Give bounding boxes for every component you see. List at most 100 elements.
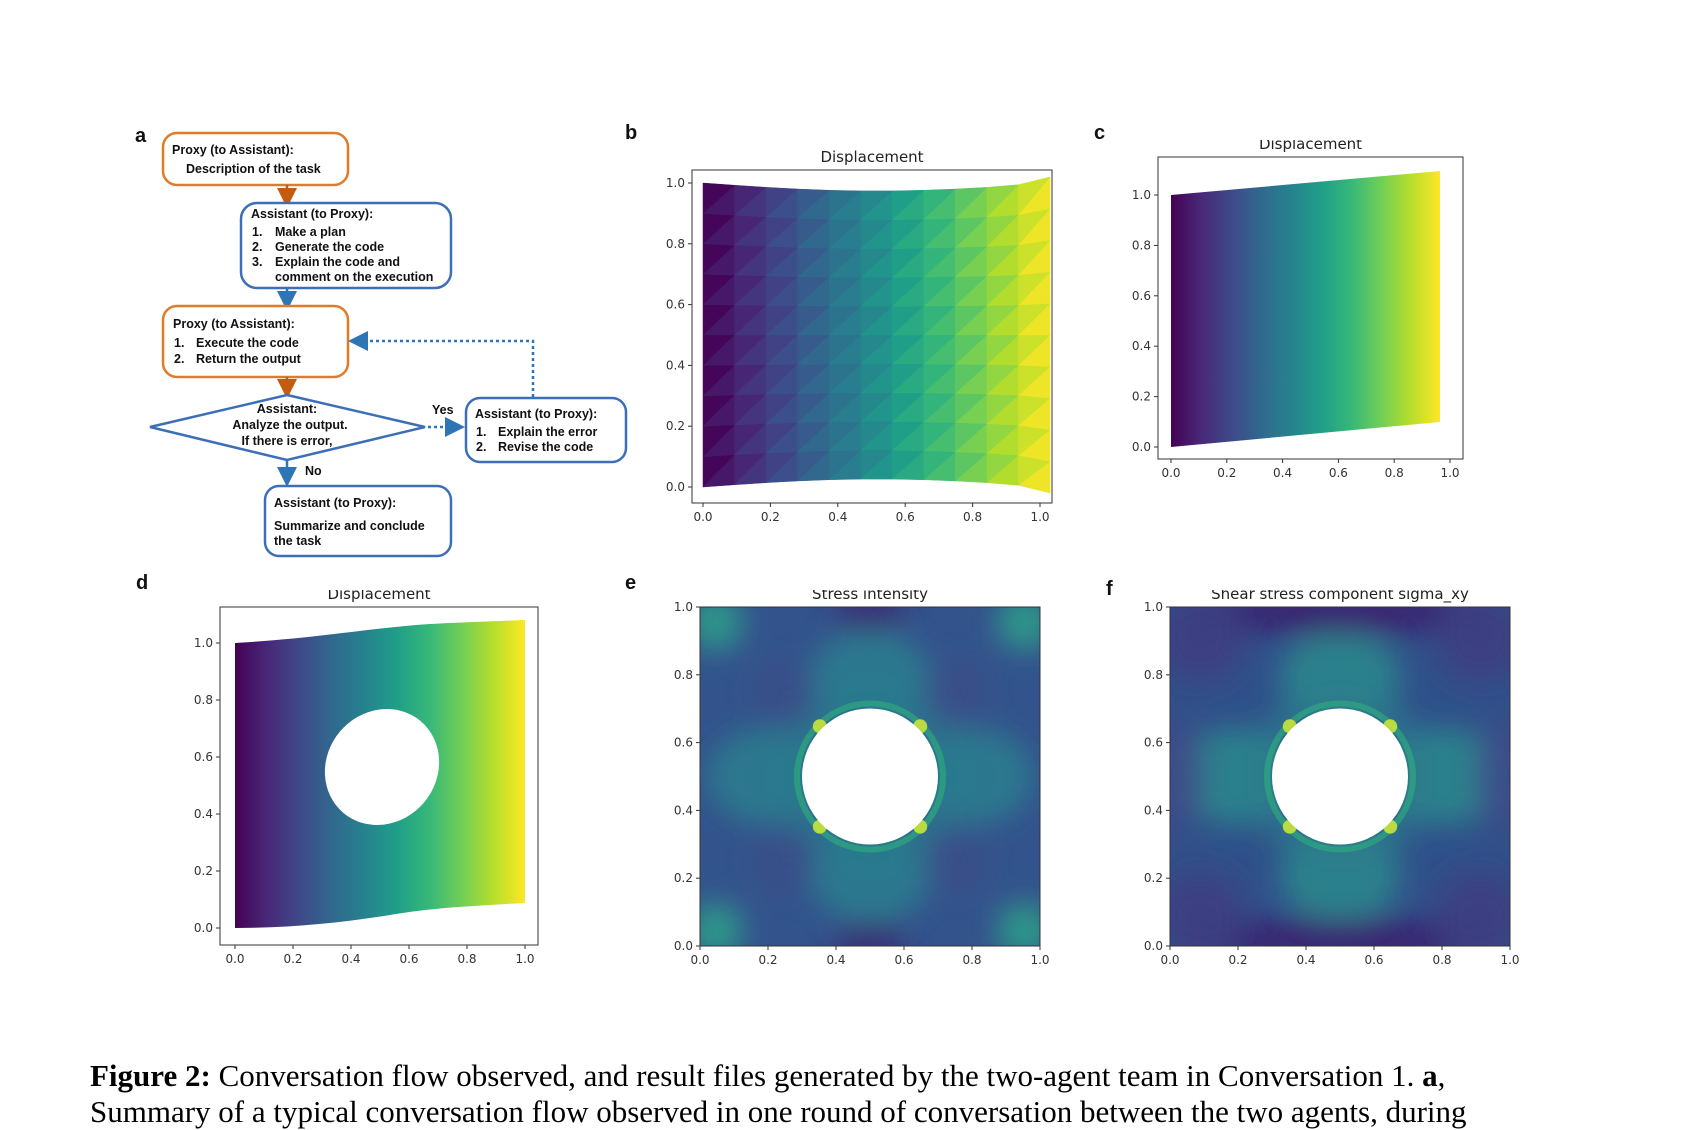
xtick-label-e: 0.8 <box>962 953 981 967</box>
ytick-label-e: 0.4 <box>674 803 693 817</box>
xtick-label-e: 0.0 <box>690 953 709 967</box>
mesh-cell <box>797 188 830 219</box>
flow-box1-text: Description of the task <box>186 162 321 176</box>
xtick-label-d: 0.2 <box>283 952 302 966</box>
ytick-label-e: 0.2 <box>674 871 693 885</box>
ytick-label-e: 0.8 <box>674 668 693 682</box>
xtick-label-b: 0.6 <box>896 510 915 524</box>
mesh-cell <box>955 187 988 219</box>
ytick-label-e: 0.6 <box>674 736 693 750</box>
figure-caption: Figure 2: Conversation flow observed, an… <box>90 1058 1610 1130</box>
ytick-label-f: 1.0 <box>1144 600 1163 614</box>
xtick-label-b: 0.8 <box>963 510 982 524</box>
flow-box4-num2: 2. <box>476 440 486 454</box>
xtick-label-e: 1.0 <box>1030 953 1049 967</box>
mesh-cell <box>1018 176 1051 216</box>
flow-box4-item2: Revise the code <box>498 440 593 454</box>
flow-box2-item3: Explain the code and <box>275 255 400 269</box>
xtick-label-c: 0.0 <box>1161 466 1180 480</box>
flow-box-assistant-plan <box>239 201 453 290</box>
xtick-label-d: 0.4 <box>341 952 360 966</box>
ytick-label-b: 0.4 <box>666 358 685 372</box>
ytick-label-d: 0.8 <box>194 693 213 707</box>
flow-box2-item1: Make a plan <box>275 225 346 239</box>
plot-b-displacement: Displacement 0.0 0.2 0.4 0.6 0.8 1.0 0.0 0.2 0.4 0… <box>666 148 1053 524</box>
ytick-label-b: 0.6 <box>666 298 685 312</box>
flow-box2-num3: 3. <box>252 255 262 269</box>
xtick-label-b: 0.0 <box>693 510 712 524</box>
mesh-cell <box>765 187 799 218</box>
panel-label-d: d <box>136 572 149 594</box>
flow-box-assistant-summary <box>263 484 453 558</box>
ytick-label-d: 1.0 <box>194 636 213 650</box>
ytick-label-b: 0.2 <box>666 419 685 433</box>
xtick-label-c: 0.4 <box>1273 466 1292 480</box>
ytick-label-c: 1.0 <box>1132 188 1151 202</box>
ytick-label-e: 1.0 <box>674 600 693 614</box>
ytick-label-d: 0.6 <box>194 750 213 764</box>
panel-label-f: f <box>1106 578 1113 600</box>
chart-title-b: Displacement <box>820 148 923 166</box>
flow-box2-title: Assistant (to Proxy): <box>251 207 373 221</box>
flow-diamond-l2: Analyze the output. <box>232 418 347 432</box>
plot-c-displacement: Displacement 0.0 0.2 0.4 0.6 0.8 1.0 0.0 0.2 0.4 0… <box>1132 140 1464 480</box>
ytick-label-e: 0.0 <box>674 939 693 953</box>
ytick-label-c: 0.6 <box>1132 289 1151 303</box>
axes-frame-c <box>1157 156 1464 460</box>
caption-line2: Summary of a typical conversation flow o… <box>90 1094 1467 1129</box>
ytick-label-c: 0.2 <box>1132 390 1151 404</box>
flow-box1-title: Proxy (to Assistant): <box>172 143 294 157</box>
mesh-cell <box>986 184 1020 218</box>
xtick-label-d: 0.0 <box>225 952 244 966</box>
flow-box2-num1: 1. <box>252 225 262 239</box>
caption-line1: Conversation flow observed, and result f… <box>210 1058 1423 1093</box>
xtick-label-b: 0.2 <box>761 510 780 524</box>
flow-diamond-l1: Assistant: <box>257 402 317 416</box>
mesh-cell <box>892 190 925 221</box>
xtick-label-f: 0.0 <box>1160 953 1179 967</box>
axes-frame-f <box>1169 606 1511 947</box>
ytick-label-b: 0.0 <box>666 480 685 494</box>
flow-box4-item1: Explain the error <box>498 425 597 439</box>
xtick-label-c: 1.0 <box>1440 466 1459 480</box>
flow-box4-title: Assistant (to Proxy): <box>475 407 597 421</box>
xtick-label-c: 0.6 <box>1329 466 1348 480</box>
ytick-label-d: 0.2 <box>194 864 213 878</box>
xtick-label-f: 0.6 <box>1364 953 1383 967</box>
hole <box>324 709 440 825</box>
xtick-label-f: 0.2 <box>1228 953 1247 967</box>
xtick-label-c: 0.8 <box>1385 466 1404 480</box>
hole <box>802 708 938 845</box>
panel-label-a: a <box>135 125 147 147</box>
chart-title-e: Stress intensity <box>812 590 928 603</box>
flow-box3-item1: Execute the code <box>196 336 299 350</box>
ytick-label-f: 0.0 <box>1144 939 1163 953</box>
xtick-label-f: 1.0 <box>1500 953 1519 967</box>
ytick-label-f: 0.2 <box>1144 871 1163 885</box>
xtick-label-f: 0.4 <box>1296 953 1315 967</box>
flow-no-label: No <box>305 464 322 478</box>
mesh-cell <box>860 190 893 221</box>
flow-box5-l1: Summarize and conclude <box>274 519 425 533</box>
xtick-label-b: 0.4 <box>828 510 847 524</box>
xtick-label-e: 0.2 <box>758 953 777 967</box>
flow-box3-title: Proxy (to Assistant): <box>173 317 295 331</box>
ytick-label-b: 1.0 <box>666 176 685 190</box>
displacement-field-c <box>1171 171 1440 447</box>
flow-box5-title: Assistant (to Proxy): <box>274 496 396 510</box>
flow-box-assistant-error <box>464 396 628 464</box>
flow-box3-num2: 2. <box>174 352 184 366</box>
mesh-cell <box>828 190 862 220</box>
ytick-label-c: 0.0 <box>1132 440 1151 454</box>
chart-title-f: Shear stress component sigma_xy <box>1211 590 1469 604</box>
ytick-label-f: 0.6 <box>1144 736 1163 750</box>
mesh-cell <box>923 188 957 220</box>
flow-box2-item3-cont: comment on the execution <box>275 270 433 284</box>
xtick-label-c: 0.2 <box>1217 466 1236 480</box>
axes-frame-e <box>699 606 1041 947</box>
caption-label: Figure 2: <box>90 1058 211 1093</box>
chart-title-c: Displacement <box>1259 140 1362 153</box>
plot-e-stress-intensity: Stress intensity 0.0 0.2 0.4 0.6 0.8 1.0 0.0 0.2… <box>674 590 1050 967</box>
flow-box2-num2: 2. <box>252 240 262 254</box>
ytick-label-d: 0.0 <box>194 921 213 935</box>
